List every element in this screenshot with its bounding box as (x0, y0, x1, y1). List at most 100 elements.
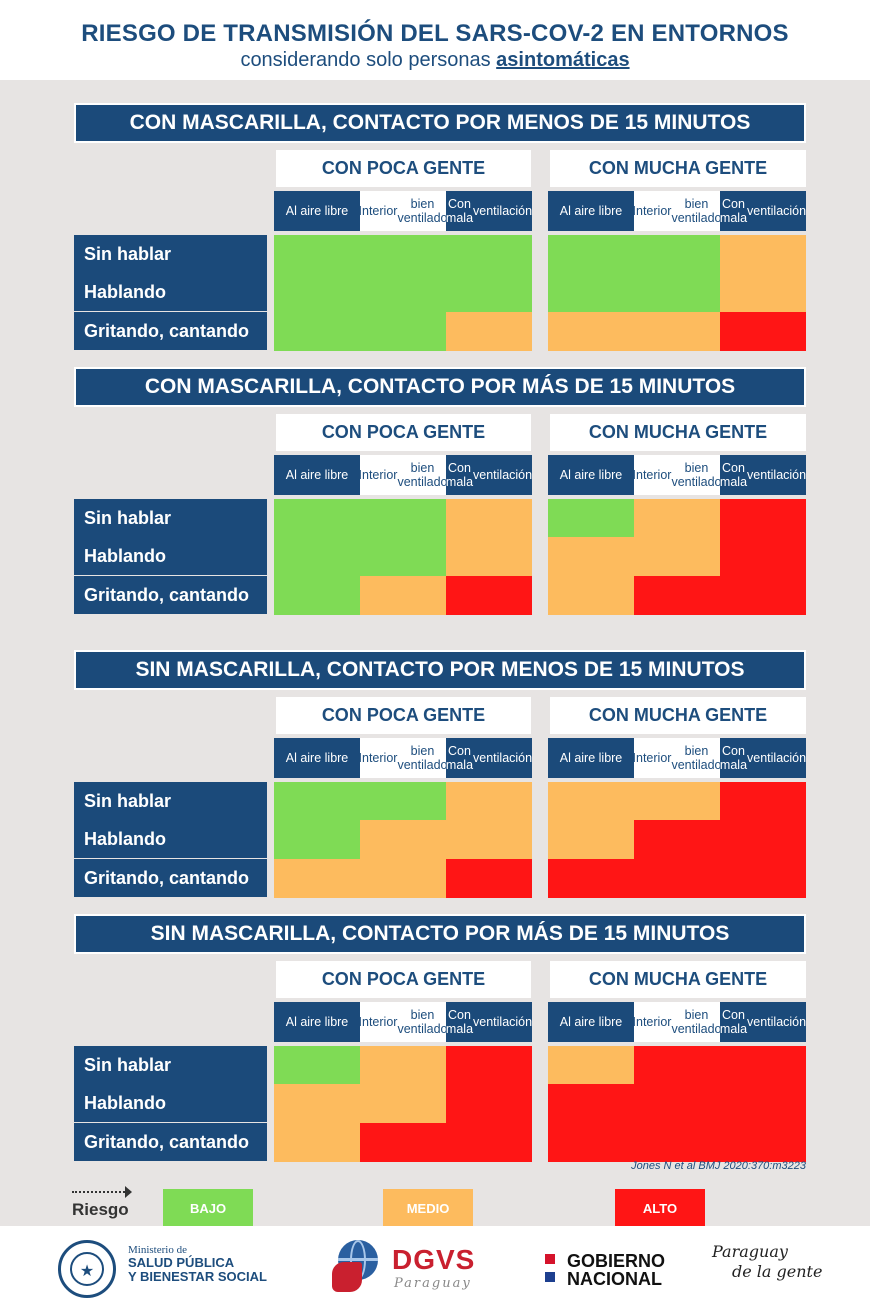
section-title: SIN MASCARILLA, CONTACTO POR MENOS DE 15… (74, 650, 806, 690)
column-header: Con mala ventilación (720, 455, 806, 495)
risk-cell-medio (360, 576, 446, 615)
column-header-line-1: Con mala (719, 197, 748, 225)
column-header: Al aire libre (548, 191, 634, 231)
citation: Jones N et al BMJ 2020:370:m3223 (631, 1160, 806, 1172)
column-header-line-1: Con mala (445, 197, 474, 225)
column-header: Al aire libre (274, 1002, 360, 1042)
column-header: Con mala ventilación (720, 738, 806, 778)
row-label: Sin hablar (74, 1046, 267, 1084)
gobierno-line-2: NACIONAL (567, 1269, 662, 1289)
column-header-line-1: Interior (358, 1015, 398, 1029)
risk-cell-medio (634, 782, 720, 821)
column-header-line-1: Con mala (719, 744, 748, 772)
risk-section: SIN MASCARILLA, CONTACTO POR MÁS DE 15 M… (0, 914, 870, 1174)
risk-cell-bajo (360, 537, 446, 576)
page-title: RIESGO DE TRANSMISIÓN DEL SARS-COV-2 EN … (81, 20, 789, 47)
column-header-line-2: ventilación (473, 468, 533, 482)
risk-cell-alto (548, 859, 634, 898)
column-header-line-1: Interior (632, 468, 672, 482)
column-header: Interior bien ventilado (633, 191, 722, 231)
gobierno-line-1: GOBIERNO (567, 1251, 666, 1271)
risk-cell-bajo (360, 782, 446, 821)
column-header-line-1: Con mala (719, 1008, 748, 1036)
footer: ★ Ministerio de SALUD PÚBLICA Y BIENESTA… (0, 1226, 870, 1309)
column-header: Al aire libre (274, 455, 360, 495)
group-title-mucha: CON MUCHA GENTE (550, 150, 806, 187)
row-label: Hablando (74, 537, 267, 575)
risk-cell-medio (446, 312, 532, 351)
risk-cell-medio (720, 273, 806, 312)
column-header-line-2: ventilación (473, 204, 533, 218)
risk-cell-bajo (446, 273, 532, 312)
risk-cell-alto (446, 576, 532, 615)
row-label: Hablando (74, 820, 267, 858)
risk-cell-bajo (274, 273, 360, 312)
column-header: Al aire libre (548, 455, 634, 495)
risk-section: CON MASCARILLA, CONTACTO POR MENOS DE 15… (0, 103, 870, 363)
paraguay-map-icon (332, 1262, 362, 1292)
ministry-line-2: SALUD PÚBLICA (128, 1255, 235, 1270)
group-title-poca: CON POCA GENTE (276, 697, 531, 734)
risk-cell-medio (548, 312, 634, 351)
risk-cell-alto (446, 859, 532, 898)
risk-cell-medio (446, 820, 532, 859)
gobierno-text: GOBIERNO NACIONAL (567, 1252, 665, 1288)
column-header: Al aire libre (548, 1002, 634, 1042)
risk-cell-alto (720, 537, 806, 576)
risk-cell-medio (274, 1123, 360, 1162)
risk-cell-bajo (360, 312, 446, 351)
risk-cell-alto (634, 576, 720, 615)
row-label: Gritando, cantando (74, 1123, 267, 1161)
column-header-line-2: ventilación (473, 1015, 533, 1029)
risk-cell-medio (548, 1046, 634, 1085)
legend-alto: ALTO (615, 1189, 705, 1227)
risk-cell-bajo (360, 235, 446, 274)
column-header-line-2: bien ventilado (397, 744, 448, 772)
row-label: Sin hablar (74, 235, 267, 273)
risk-cell-medio (360, 1084, 446, 1123)
group-title-poca: CON POCA GENTE (276, 414, 531, 451)
legend-bajo: BAJO (163, 1189, 253, 1227)
group-title-poca: CON POCA GENTE (276, 961, 531, 998)
risk-cell-bajo (548, 273, 634, 312)
risk-cell-medio (446, 499, 532, 538)
risk-cell-bajo (548, 235, 634, 274)
column-header: Con mala ventilación (446, 191, 532, 231)
risk-cell-alto (360, 1123, 446, 1162)
risk-cell-alto (634, 1123, 720, 1162)
risk-cell-medio (634, 312, 720, 351)
risk-cell-alto (548, 1123, 634, 1162)
row-label: Hablando (74, 273, 267, 311)
column-header-line-1: Al aire libre (559, 1015, 623, 1029)
column-header: Interior bien ventilado (359, 191, 448, 231)
row-label: Hablando (74, 1084, 267, 1122)
risk-cell-alto (720, 1123, 806, 1162)
blue-square-icon (545, 1272, 555, 1282)
row-label: Sin hablar (74, 499, 267, 537)
risk-cell-alto (720, 1084, 806, 1123)
column-header-line-2: bien ventilado (671, 197, 722, 225)
risk-cell-medio (360, 859, 446, 898)
risk-cell-alto (634, 820, 720, 859)
column-header: Con mala ventilación (720, 191, 806, 231)
column-header-line-2: bien ventilado (397, 197, 448, 225)
column-header-line-1: Al aire libre (559, 204, 623, 218)
page-subtitle: considerando solo personas asintomáticas (0, 49, 870, 72)
ministry-logo: Ministerio de SALUD PÚBLICA Y BIENESTAR … (128, 1244, 267, 1284)
risk-cell-alto (720, 312, 806, 351)
column-header-line-1: Interior (358, 751, 398, 765)
risk-cell-alto (446, 1084, 532, 1123)
section-title: CON MASCARILLA, CONTACTO POR MENOS DE 15… (74, 103, 806, 143)
risk-cell-bajo (274, 537, 360, 576)
risk-cell-alto (446, 1046, 532, 1085)
dgvs-logo: DGVS Paraguay (332, 1238, 492, 1298)
column-header-line-1: Al aire libre (285, 204, 349, 218)
slogan: Paraguay de la gente (712, 1242, 822, 1282)
risk-cell-bajo (360, 273, 446, 312)
risk-cell-medio (548, 820, 634, 859)
risk-cell-alto (720, 859, 806, 898)
risk-cell-medio (360, 820, 446, 859)
risk-cell-bajo (274, 576, 360, 615)
column-header-line-1: Interior (358, 468, 398, 482)
risk-cell-alto (634, 1046, 720, 1085)
